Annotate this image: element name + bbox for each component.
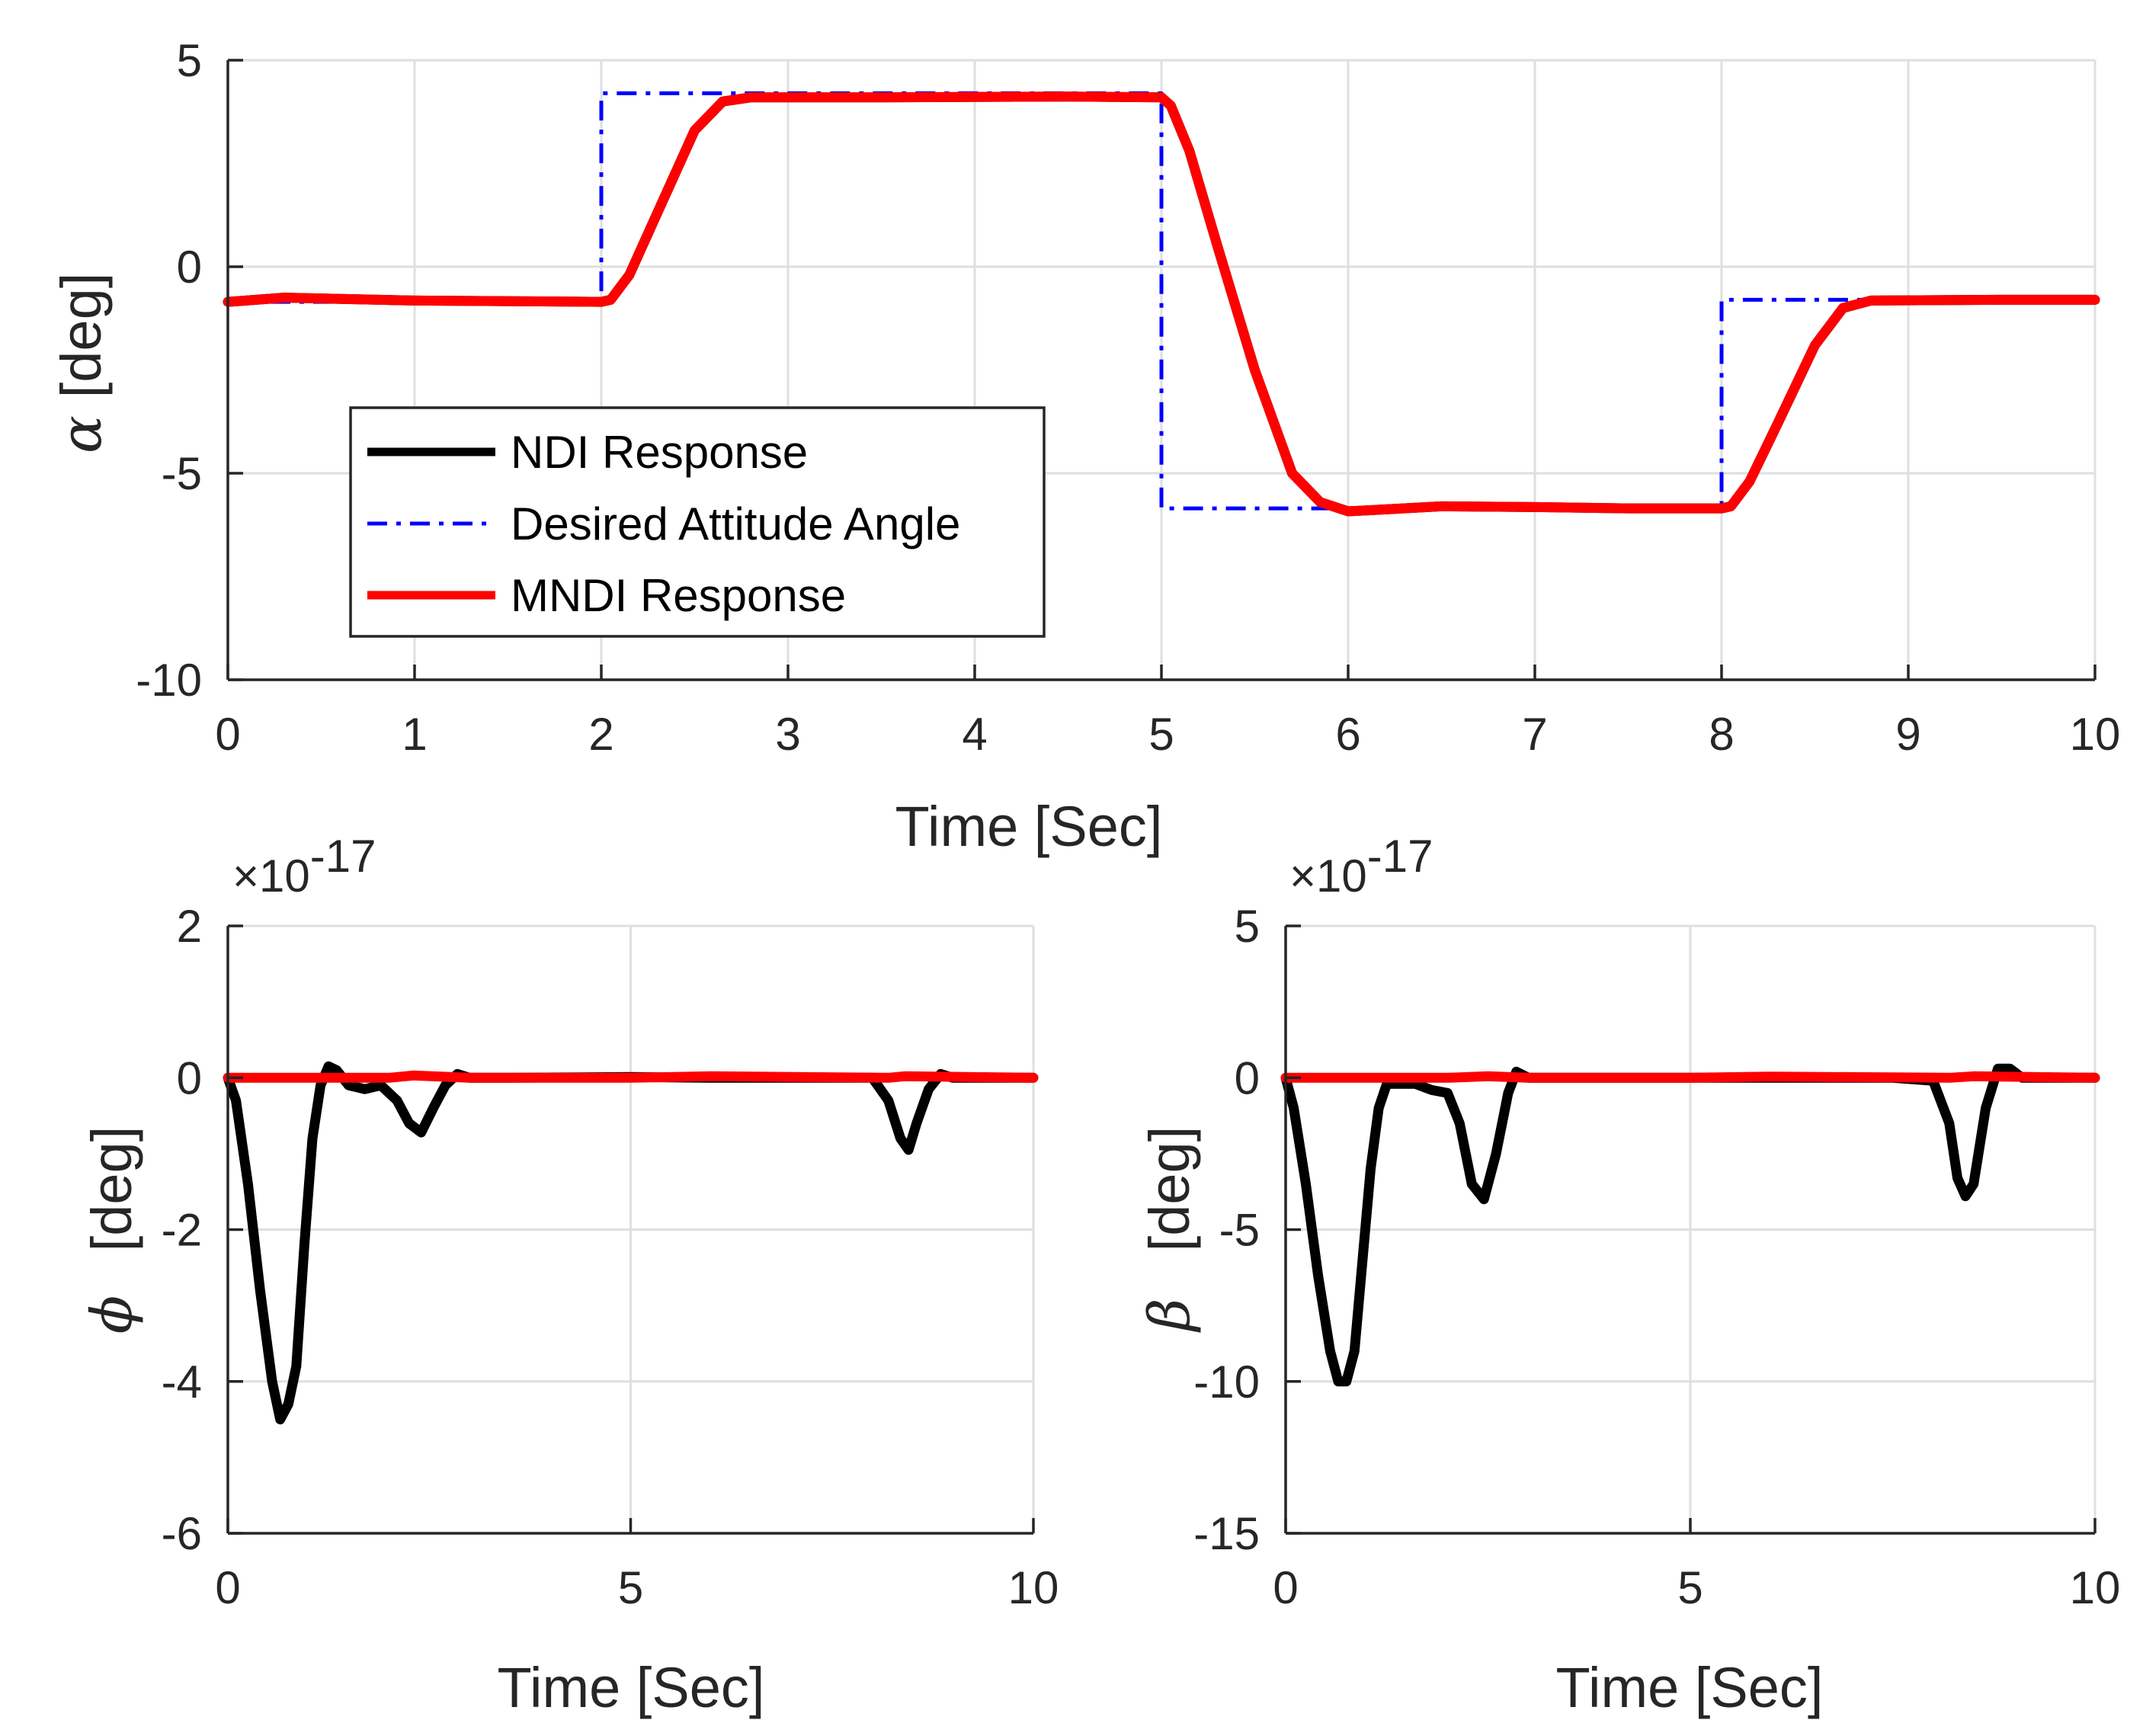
beta-exponent-prefix: ×10 — [1289, 850, 1367, 902]
beta-y-axis-label: β [deg] — [1137, 1126, 1203, 1334]
alpha-series-desired-attitude-angle — [228, 91, 2095, 511]
x-tick-label: 9 — [1895, 709, 1920, 760]
x-tick-label: 0 — [1273, 1562, 1298, 1613]
legend-label-mndi: MNDI Response — [511, 570, 846, 621]
alpha-y-tick-labels: -10 -5 0 5 — [136, 35, 202, 706]
x-tick-label: 10 — [2070, 709, 2121, 760]
y-tick-label: -10 — [1193, 1356, 1260, 1408]
y-tick-label: 5 — [177, 35, 202, 86]
phi-exponent-prefix: ×10 — [232, 850, 310, 902]
alpha-series — [223, 91, 2100, 517]
legend-label-ndi: NDI Response — [511, 427, 808, 478]
alpha-legend: NDI Response Desired Attitude Angle MNDI… — [349, 406, 1046, 638]
beta-panel: 0 5 10 -15-10-505 Time [Sec] β [deg] ×10-1… — [1137, 831, 2120, 1719]
y-tick-label: -4 — [162, 1356, 202, 1408]
beta-y-tick-labels: -15 -10 -5 0 5 — [1193, 901, 1260, 1559]
y-tick-label: -5 — [162, 448, 202, 499]
beta-series-mndi-response — [1280, 1071, 2100, 1083]
x-tick-label: 10 — [1008, 1562, 1059, 1613]
x-tick-label: 6 — [1335, 709, 1360, 760]
x-tick-label: 1 — [402, 709, 427, 760]
phi-series-mndi-response — [223, 1070, 1039, 1083]
phi-exponent-power: -17 — [310, 831, 376, 882]
x-tick-label: 3 — [775, 709, 800, 760]
beta-y-axis-symbol: β — [1137, 1299, 1203, 1334]
y-tick-label: 5 — [1235, 901, 1260, 952]
y-tick-label: -15 — [1193, 1508, 1260, 1559]
x-tick-label: 5 — [618, 1562, 643, 1613]
beta-series — [1280, 1063, 2100, 1387]
x-tick-label: 7 — [1522, 709, 1547, 760]
beta-series-ndi-response — [1280, 1063, 2100, 1387]
phi-panel: 0 5 10 -6 -4 -2 0 2 Time [Sec] ϕ [deg] ×10-17 — [79, 831, 1059, 1719]
y-tick-label: 0 — [1235, 1052, 1260, 1103]
alpha-axes — [226, 59, 2097, 681]
beta-axes — [1284, 924, 2097, 1535]
phi-exponent-label: ×10-17 — [232, 831, 376, 902]
phi-axes — [226, 924, 1035, 1535]
y-tick-label: -5 — [1219, 1205, 1260, 1256]
beta-x-tick-labels: 0 5 10 — [1273, 1562, 2120, 1613]
x-tick-label: 2 — [588, 709, 613, 760]
phi-x-axis-label: Time [Sec] — [498, 1656, 765, 1719]
phi-series — [223, 1061, 1039, 1425]
beta-exponent-label: ×10-17 — [1289, 831, 1433, 902]
x-tick-label: 5 — [1677, 1562, 1703, 1613]
beta-y-axis-unit: [deg] — [1138, 1126, 1201, 1252]
y-tick-label: 2 — [177, 901, 202, 952]
x-tick-label: 8 — [1709, 709, 1734, 760]
y-tick-label: -10 — [136, 655, 202, 706]
alpha-x-axis-label: Time [Sec] — [895, 795, 1163, 858]
alpha-x-tick-labels: 0 1 2 3 4 5 6 7 8 9 10 — [215, 709, 2120, 760]
phi-y-axis-unit: [deg] — [80, 1126, 143, 1252]
beta-exponent-power: -17 — [1367, 831, 1433, 882]
x-tick-label: 5 — [1148, 709, 1174, 760]
alpha-panel: 0 1 2 3 4 5 6 7 8 9 10 -10-505 Time [Sec] α [deg] … — [49, 35, 2120, 858]
phi-y-axis-symbol: ϕ — [79, 1296, 145, 1334]
alpha-y-axis-label: α [deg] — [49, 273, 114, 453]
y-tick-label: -2 — [162, 1205, 202, 1256]
y-tick-label: -6 — [162, 1508, 202, 1559]
alpha-y-axis-unit: [deg] — [50, 273, 113, 399]
x-tick-label: 0 — [215, 709, 240, 760]
alpha-y-axis-symbol: α — [49, 415, 114, 453]
alpha-series-mndi-response — [223, 91, 2100, 517]
phi-series-ndi-response — [223, 1061, 1039, 1425]
beta-x-axis-label: Time [Sec] — [1556, 1656, 1824, 1719]
phi-x-tick-labels: 0 5 10 — [215, 1562, 1059, 1613]
phi-y-axis-label: ϕ [deg] — [79, 1126, 145, 1334]
phi-y-tick-labels: -6 -4 -2 0 2 — [162, 901, 202, 1559]
x-tick-label: 4 — [962, 709, 987, 760]
x-tick-label: 0 — [215, 1562, 240, 1613]
y-tick-label: 0 — [177, 242, 202, 293]
legend-label-desired: Desired Attitude Angle — [511, 498, 960, 549]
y-tick-label: 0 — [177, 1052, 202, 1103]
x-tick-label: 10 — [2070, 1562, 2121, 1613]
